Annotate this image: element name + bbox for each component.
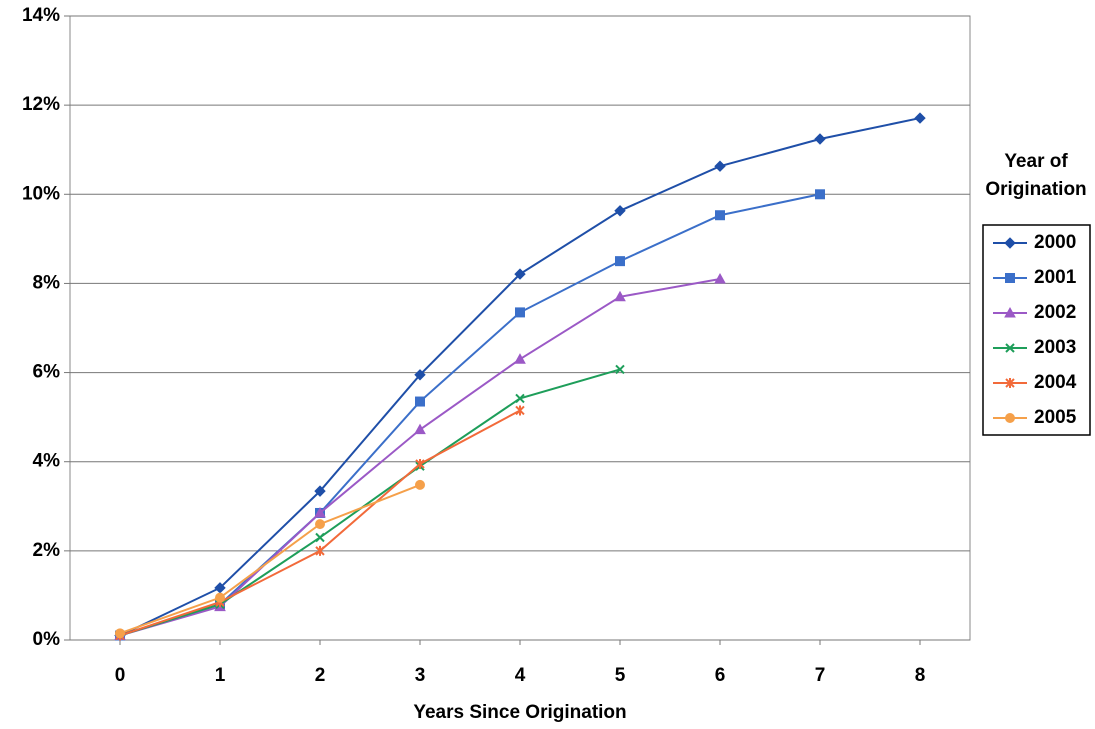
legend-label: 2002 <box>1034 302 1076 323</box>
x-axis-label: Years Since Origination <box>413 702 626 723</box>
marker <box>614 205 626 217</box>
x-tick-label: 7 <box>815 665 826 686</box>
marker <box>415 396 425 407</box>
marker <box>415 479 425 490</box>
x-tick-label: 4 <box>515 665 526 686</box>
marker <box>415 458 425 469</box>
legend-marker <box>1005 413 1015 423</box>
y-tick-label: 0% <box>33 629 61 650</box>
marker <box>914 112 926 124</box>
legend-label: 2001 <box>1034 267 1077 288</box>
y-tick-label: 4% <box>33 451 61 472</box>
legend-label: 2000 <box>1034 232 1076 253</box>
legend-marker <box>1005 273 1015 283</box>
marker <box>115 628 125 639</box>
legend-title: Origination <box>985 179 1086 200</box>
x-tick-label: 6 <box>715 665 726 686</box>
series-line <box>119 483 421 635</box>
y-tick-label: 10% <box>22 183 60 204</box>
series-line <box>119 193 821 637</box>
marker <box>414 423 426 435</box>
marker <box>514 268 526 280</box>
legend-label: 2004 <box>1034 372 1077 393</box>
marker <box>615 364 625 375</box>
marker <box>315 519 325 530</box>
marker <box>414 369 426 381</box>
x-tick-label: 3 <box>415 665 426 686</box>
marker <box>315 545 325 556</box>
marker <box>515 405 525 416</box>
marker <box>515 393 525 404</box>
y-tick-label: 2% <box>33 540 61 561</box>
marker <box>815 189 825 200</box>
y-tick-label: 8% <box>33 272 61 293</box>
marker <box>514 353 526 364</box>
legend-title: Year of <box>1004 151 1068 172</box>
marker <box>714 160 726 172</box>
y-tick-label: 6% <box>33 362 61 383</box>
x-tick-label: 2 <box>315 665 326 686</box>
legend-marker <box>1004 306 1016 318</box>
legend-marker <box>1005 378 1015 388</box>
legend-marker <box>1005 343 1015 353</box>
x-tick-label: 1 <box>215 665 226 686</box>
marker <box>715 210 725 221</box>
marker <box>314 506 326 518</box>
legend-label: 2005 <box>1034 407 1077 428</box>
y-tick-label: 14% <box>22 5 60 26</box>
marker <box>314 485 326 497</box>
marker <box>614 290 626 302</box>
marker <box>714 272 726 284</box>
marker <box>615 256 625 267</box>
marker <box>215 592 225 603</box>
legend-marker <box>1004 237 1016 249</box>
x-tick-label: 0 <box>115 665 126 686</box>
x-tick-label: 5 <box>615 665 626 686</box>
legend-label: 2003 <box>1034 337 1076 358</box>
legend-box <box>982 224 1091 436</box>
marker <box>814 133 826 145</box>
marker <box>515 307 525 318</box>
marker <box>315 532 325 543</box>
x-tick-label: 8 <box>915 665 926 686</box>
series-line <box>119 368 621 637</box>
y-tick-label: 12% <box>22 94 60 115</box>
plot-area <box>69 15 971 641</box>
